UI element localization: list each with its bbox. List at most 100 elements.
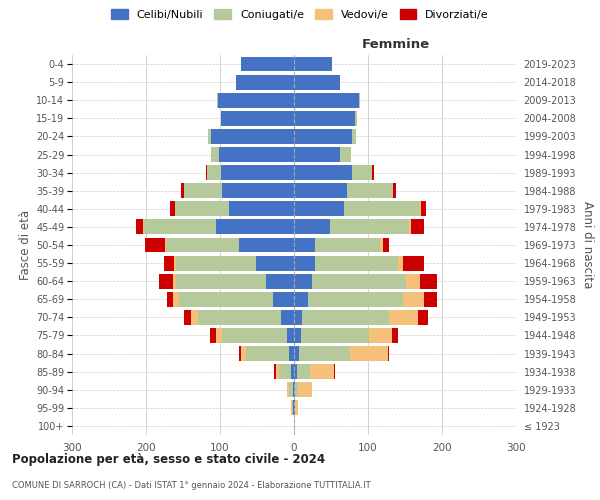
Bar [179,292,294,306]
Bar [294,364,334,379]
Bar [294,328,369,343]
Bar [294,310,302,325]
Bar [221,111,294,126]
Bar [136,220,294,234]
Bar [294,382,312,397]
Bar [165,238,294,252]
Bar [294,238,389,252]
Bar [294,165,373,180]
Legend: Celibi/Nubili, Coniugati/e, Vedovi/e, Divorziati/e: Celibi/Nubili, Coniugati/e, Vedovi/e, Di… [108,6,492,23]
Bar [273,292,294,306]
Bar [184,184,294,198]
Bar [294,418,295,434]
Bar [222,328,294,343]
Bar [208,129,294,144]
Bar [184,310,294,325]
Bar [294,93,360,108]
Y-axis label: Fasce di età: Fasce di età [19,210,32,280]
Bar [241,56,294,72]
Bar [294,274,406,288]
Bar [294,184,393,198]
Bar [164,256,294,270]
Bar [294,202,421,216]
Bar [294,56,332,72]
Bar [208,129,294,144]
Bar [294,364,310,379]
Bar [208,165,294,180]
Bar [294,111,357,126]
Bar [198,310,294,325]
Bar [291,364,294,379]
Bar [160,274,294,288]
Bar [217,93,294,108]
Bar [208,129,294,144]
Bar [294,93,359,108]
Bar [294,129,352,144]
Bar [294,346,350,361]
Bar [236,74,294,90]
Bar [294,74,340,90]
Bar [294,56,332,72]
Bar [294,238,380,252]
Bar [294,202,420,216]
Bar [294,310,418,325]
Bar [294,220,424,234]
Bar [211,147,294,162]
Bar [294,147,351,162]
Bar [275,364,294,379]
Bar [239,346,294,361]
Bar [167,292,294,306]
Bar [222,184,294,198]
Bar [173,292,294,306]
Bar [294,346,388,361]
Bar [294,256,424,270]
Bar [211,129,294,144]
Bar [236,74,294,90]
Bar [294,346,389,361]
Bar [287,382,294,397]
Bar [294,147,351,162]
Bar [294,74,340,90]
Bar [217,220,294,234]
Bar [184,184,294,198]
Bar [241,56,294,72]
Bar [294,238,383,252]
Bar [294,165,373,180]
Bar [241,346,294,361]
Bar [246,346,294,361]
Bar [221,111,294,126]
Bar [287,382,294,397]
Bar [294,129,356,144]
Bar [294,310,428,325]
Bar [211,328,294,343]
Bar [294,256,403,270]
Bar [293,382,294,397]
Bar [294,238,315,252]
Bar [294,382,312,397]
Bar [294,93,360,108]
Bar [294,184,396,198]
Bar [256,256,294,270]
Bar [294,364,335,379]
Bar [217,93,294,108]
Bar [294,220,411,234]
Bar [294,382,298,397]
Bar [175,202,294,216]
Y-axis label: Anni di nascita: Anni di nascita [581,202,593,288]
Bar [145,238,294,252]
Bar [279,364,294,379]
Bar [173,274,294,288]
Bar [211,147,294,162]
Bar [274,364,294,379]
Bar [191,310,294,325]
Bar [294,202,427,216]
Bar [293,400,294,415]
Bar [206,165,294,180]
Bar [294,184,347,198]
Bar [294,129,356,144]
Bar [170,202,294,216]
Bar [217,93,294,108]
Bar [294,74,340,90]
Bar [239,238,294,252]
Bar [218,93,294,108]
